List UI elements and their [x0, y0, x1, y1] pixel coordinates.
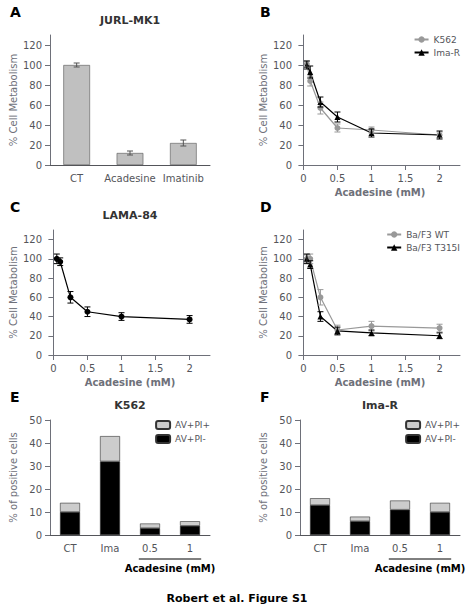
svg-text:Ba/F3 T315I: Ba/F3 T315I	[406, 243, 460, 253]
svg-text:40: 40	[279, 120, 292, 131]
svg-text:40: 40	[29, 120, 42, 131]
svg-text:Acadesine (mM): Acadesine (mM)	[125, 563, 216, 574]
svg-text:0.5: 0.5	[142, 543, 158, 554]
svg-text:60: 60	[29, 100, 42, 111]
svg-text:% Cell Metabolism: % Cell Metabolism	[258, 54, 269, 146]
svg-text:1: 1	[437, 543, 443, 554]
svg-text:Acadesine (mM): Acadesine (mM)	[335, 187, 426, 198]
svg-text:1: 1	[368, 173, 374, 184]
svg-text:AV+PI-: AV+PI-	[425, 434, 456, 444]
svg-text:Imatinib: Imatinib	[163, 173, 204, 184]
svg-text:1: 1	[187, 543, 193, 554]
svg-text:0: 0	[36, 350, 42, 361]
svg-text:CT: CT	[63, 543, 77, 554]
svg-text:% Cell Metabolism: % Cell Metabolism	[258, 246, 269, 338]
svg-text:20: 20	[279, 330, 292, 341]
svg-text:JURL-MK1: JURL-MK1	[99, 14, 160, 27]
svg-text:80: 80	[29, 80, 42, 91]
svg-text:Ima-R: Ima-R	[434, 48, 460, 58]
svg-text:20: 20	[279, 140, 292, 151]
svg-text:Acadesine (mM): Acadesine (mM)	[85, 377, 176, 388]
svg-text:AV+PI-: AV+PI-	[175, 434, 206, 444]
svg-text:10: 10	[29, 507, 42, 518]
svg-text:Ima: Ima	[101, 543, 120, 554]
svg-text:40: 40	[279, 438, 292, 449]
svg-text:0.5: 0.5	[329, 173, 345, 184]
svg-text:2: 2	[186, 363, 192, 374]
svg-text:AV+PI+: AV+PI+	[425, 420, 460, 430]
svg-text:120: 120	[273, 234, 292, 245]
svg-text:100: 100	[273, 253, 292, 264]
svg-text:40: 40	[29, 438, 42, 449]
svg-text:0: 0	[36, 530, 42, 541]
svg-text:D: D	[260, 199, 272, 215]
svg-text:50: 50	[279, 415, 292, 426]
svg-text:Acadesine (mM): Acadesine (mM)	[335, 377, 426, 388]
svg-text:2: 2	[436, 363, 442, 374]
svg-text:CT: CT	[313, 543, 327, 554]
svg-text:0.5: 0.5	[79, 363, 95, 374]
svg-text:120: 120	[23, 40, 42, 51]
svg-text:Robert et al. Figure S1: Robert et al. Figure S1	[167, 592, 308, 605]
svg-text:Ba/F3 WT: Ba/F3 WT	[406, 230, 449, 240]
svg-text:60: 60	[279, 100, 292, 111]
svg-text:% of positive cells: % of positive cells	[8, 432, 19, 522]
svg-text:0: 0	[300, 363, 306, 374]
svg-text:0: 0	[300, 173, 306, 184]
svg-text:100: 100	[23, 253, 42, 264]
svg-text:120: 120	[23, 234, 42, 245]
svg-text:E: E	[10, 389, 20, 405]
svg-text:F: F	[260, 389, 270, 405]
svg-text:30: 30	[29, 461, 42, 472]
svg-text:K562: K562	[114, 399, 146, 412]
svg-text:1.5: 1.5	[148, 363, 164, 374]
svg-text:100: 100	[23, 60, 42, 71]
svg-text:30: 30	[279, 461, 292, 472]
svg-text:40: 40	[279, 311, 292, 322]
svg-text:% Cell Metabolism: % Cell Metabolism	[8, 246, 19, 338]
svg-text:CT: CT	[70, 173, 84, 184]
svg-text:60: 60	[29, 292, 42, 303]
svg-text:0: 0	[286, 350, 292, 361]
svg-text:20: 20	[29, 330, 42, 341]
svg-text:80: 80	[279, 273, 292, 284]
svg-text:100: 100	[273, 60, 292, 71]
svg-text:1.5: 1.5	[398, 173, 414, 184]
svg-text:0.5: 0.5	[392, 543, 408, 554]
svg-text:0: 0	[36, 160, 42, 171]
svg-text:0: 0	[286, 160, 292, 171]
svg-text:% Cell Metabolism: % Cell Metabolism	[8, 54, 19, 146]
svg-text:Ima-R: Ima-R	[362, 399, 399, 412]
svg-text:0: 0	[50, 363, 56, 374]
svg-text:60: 60	[279, 292, 292, 303]
svg-text:50: 50	[29, 415, 42, 426]
svg-text:Acadesine: Acadesine	[104, 173, 155, 184]
svg-text:2: 2	[436, 173, 442, 184]
svg-text:80: 80	[29, 273, 42, 284]
svg-text:Acadesine (mM): Acadesine (mM)	[375, 563, 466, 574]
svg-text:AV+PI+: AV+PI+	[175, 420, 210, 430]
svg-text:Ima: Ima	[351, 543, 370, 554]
svg-text:40: 40	[29, 311, 42, 322]
svg-text:% of positive cells: % of positive cells	[258, 432, 269, 522]
svg-text:1.5: 1.5	[398, 363, 414, 374]
svg-text:1: 1	[368, 363, 374, 374]
svg-text:120: 120	[273, 40, 292, 51]
svg-text:20: 20	[279, 484, 292, 495]
svg-text:K562: K562	[434, 35, 457, 45]
svg-text:LAMA-84: LAMA-84	[103, 209, 158, 222]
svg-text:B: B	[260, 4, 271, 20]
svg-text:A: A	[10, 4, 21, 20]
svg-text:C: C	[10, 199, 20, 215]
svg-text:20: 20	[29, 484, 42, 495]
svg-text:1: 1	[118, 363, 124, 374]
svg-text:0: 0	[286, 530, 292, 541]
svg-text:80: 80	[279, 80, 292, 91]
svg-text:10: 10	[279, 507, 292, 518]
svg-text:0.5: 0.5	[329, 363, 345, 374]
svg-text:20: 20	[29, 140, 42, 151]
